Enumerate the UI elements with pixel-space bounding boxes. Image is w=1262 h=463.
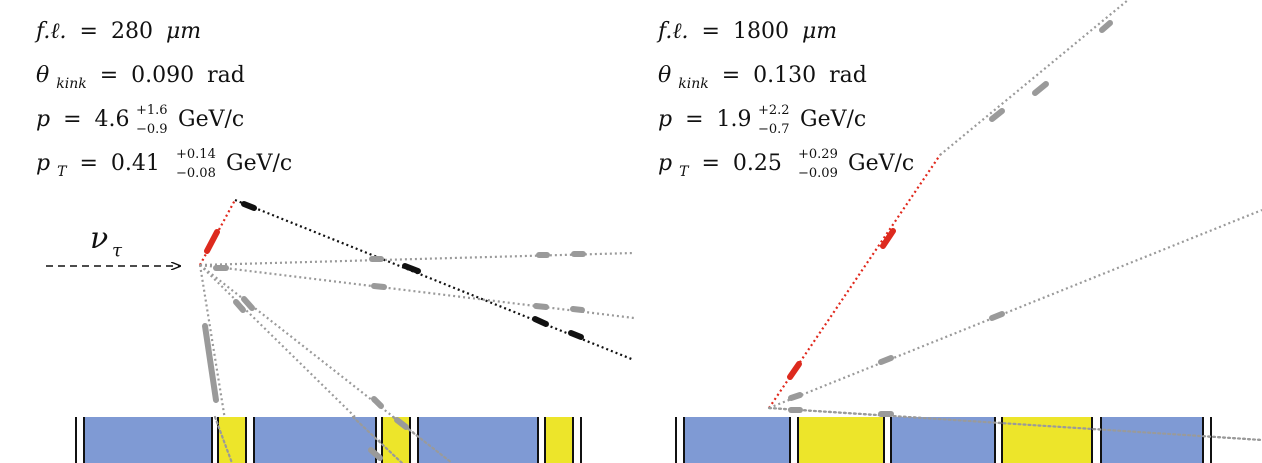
svg-text:GeV/c: GeV/c [800, 107, 866, 132]
track-segment [1099, 20, 1113, 33]
track-segment [533, 303, 549, 310]
svg-text:ν: ν [90, 221, 108, 256]
left-kink-daughter-track [234, 198, 635, 362]
svg-text:+2.2: +2.2 [758, 103, 790, 118]
svg-text:−0.09: −0.09 [798, 166, 838, 181]
left-tracks-foreground [213, 415, 454, 463]
svg-text:GeV/c: GeV/c [848, 151, 914, 176]
right-detector-layers [675, 417, 1212, 463]
svg-text:p = 4.6: p = 4.6 [36, 107, 130, 132]
track-segment [532, 316, 549, 327]
left-momentum: p = 4.6 +1.6 −0.9 GeV/c [36, 103, 244, 137]
emulsion-film-blue [1101, 417, 1203, 463]
right-tau-segment [787, 361, 802, 380]
right-transverse-momentum: p T = 0.25 +0.29 −0.09 GeV/c [658, 147, 914, 182]
left-flight-length: f.ℓ. = 280 μm [34, 19, 201, 44]
right-kink-angle: θ kink = 0.130 rad [658, 63, 867, 94]
track-segment [402, 263, 421, 274]
neutrino-label: ν τ [90, 221, 123, 261]
track-segment [371, 396, 384, 409]
svg-text:p T =: p T = 0.41 [36, 151, 160, 182]
emulsion-film-yellow [1002, 417, 1092, 463]
track-segment [1032, 81, 1049, 96]
right-tracks-foreground [767, 406, 1262, 442]
left-primary-track [198, 264, 234, 463]
right-kink-daughter-track [939, 0, 1129, 156]
emulsion-film-blue [418, 417, 538, 463]
left-transverse-momentum: p T = 0.41 +0.14 −0.08 GeV/c [36, 147, 292, 182]
right-flight-length: f.ℓ. = 1800 μm [656, 19, 837, 44]
right-momentum: p = 1.9 +2.2 −0.7 GeV/c [658, 103, 866, 137]
right-tau-segment [880, 228, 896, 249]
emulsion-film-blue [254, 417, 376, 463]
track-segment [241, 296, 255, 311]
track-segment [788, 392, 803, 401]
svg-text:+0.29: +0.29 [798, 147, 838, 162]
track-segment [233, 299, 246, 313]
left-kinematics: f.ℓ. = 280 μm θ kink = 0.090 rad p = 4.6… [34, 19, 292, 261]
track-segment [368, 447, 383, 461]
svg-text:−0.9: −0.9 [136, 122, 168, 137]
track-segment [241, 201, 257, 211]
svg-text:GeV/c: GeV/c [226, 151, 292, 176]
track-segment [371, 283, 387, 290]
track-segment [568, 330, 584, 340]
svg-text:p = 1.9: p = 1.9 [658, 107, 752, 132]
left-kink-angle: θ kink = 0.090 rad [36, 63, 245, 94]
left-tracks [198, 198, 635, 463]
emulsion-film-yellow [545, 417, 573, 463]
left-primary-track [199, 251, 635, 267]
emulsion-film-blue [84, 417, 212, 463]
svg-text:+0.14: +0.14 [176, 147, 216, 162]
svg-text:+1.6: +1.6 [136, 103, 168, 118]
left-primary-track [199, 264, 453, 463]
left-tau-segment [204, 229, 220, 254]
track-segment [989, 108, 1005, 122]
track-segment [989, 311, 1005, 321]
track-segment [394, 417, 409, 430]
emulsion-film-blue [891, 417, 995, 463]
emulsion-film-yellow [218, 417, 246, 463]
svg-text:−0.08: −0.08 [176, 166, 216, 181]
track-segment [202, 323, 219, 403]
right-primary-track [768, 208, 1262, 410]
track-segment [878, 355, 894, 365]
emulsion-film-blue [684, 417, 790, 463]
right-kinematics: f.ℓ. = 1800 μm θ kink = 0.130 rad p = 1.… [656, 19, 914, 182]
svg-text:p T =: p T = 0.25 [658, 151, 782, 182]
left-detector-layers [75, 417, 582, 463]
svg-text:−0.7: −0.7 [758, 122, 790, 137]
track-segment [570, 306, 585, 313]
emulsion-film-yellow [798, 417, 884, 463]
svg-text:GeV/c: GeV/c [178, 107, 244, 132]
svg-text:τ: τ [112, 240, 123, 261]
